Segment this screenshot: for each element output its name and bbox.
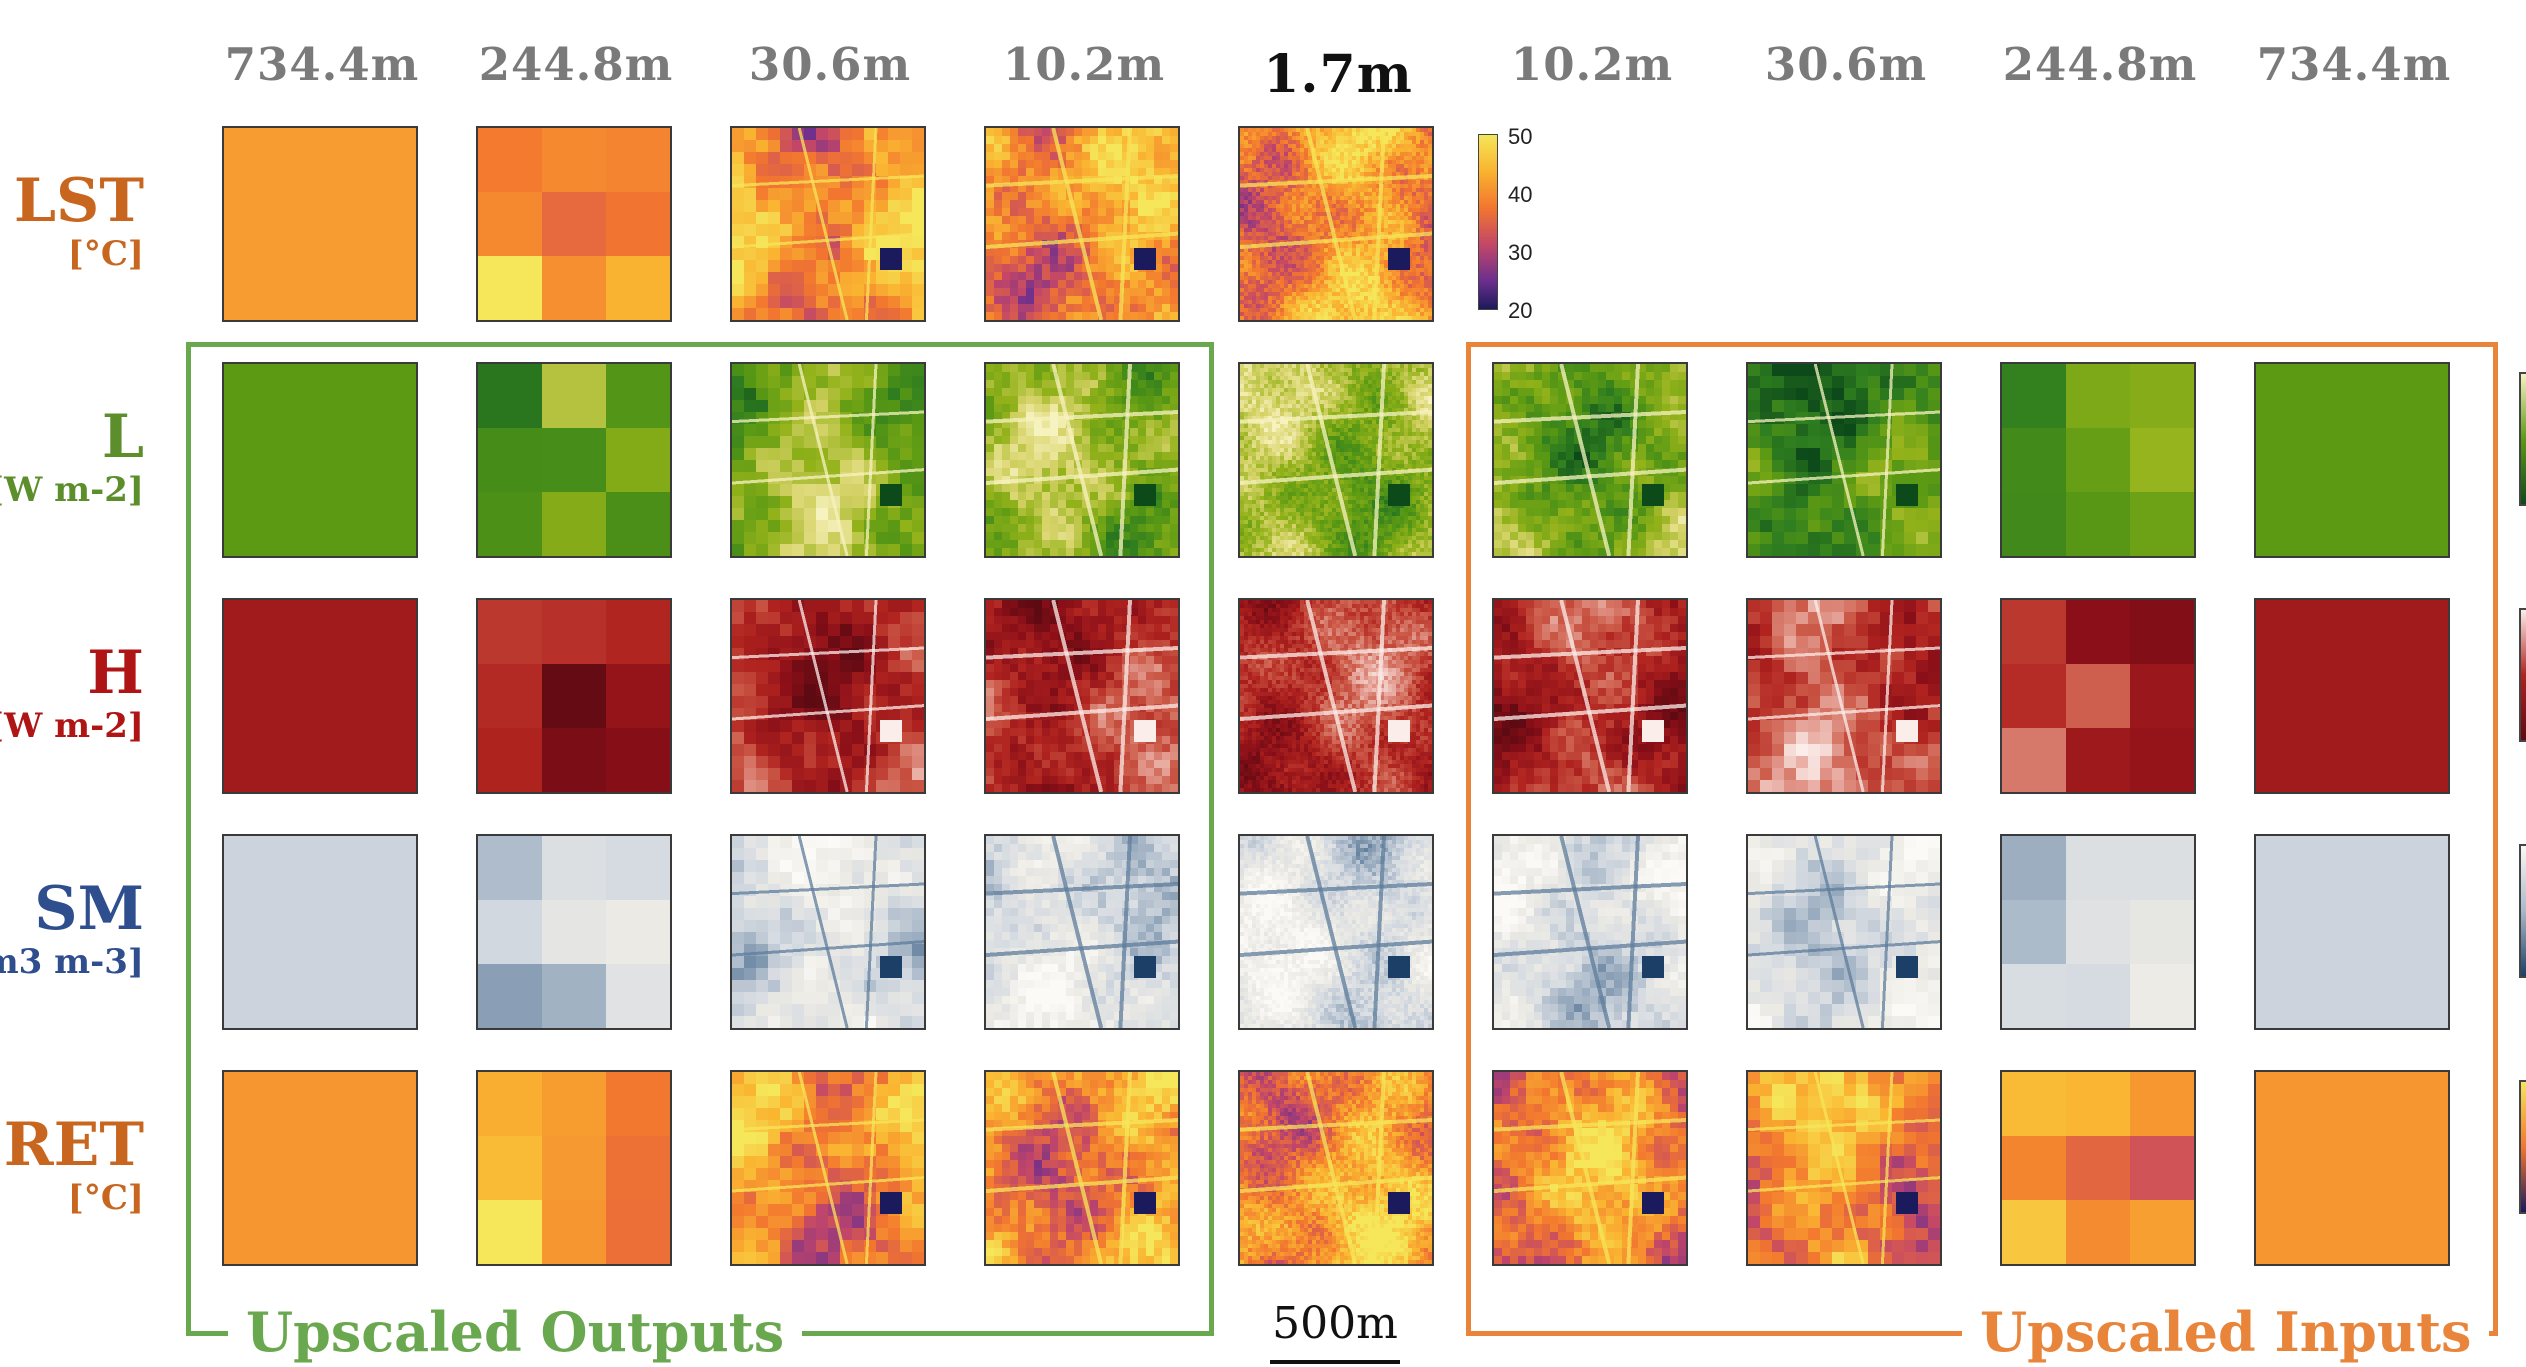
- colorbar-tick: 40: [1508, 182, 1533, 207]
- row-unit: [W m-2]: [0, 706, 144, 746]
- map-tile-sm-10.2m: [984, 834, 1180, 1030]
- map-tile-ret-10.2m: [984, 1070, 1180, 1266]
- lst-colorbar: [1478, 134, 1498, 310]
- map-tile-sm-30.6m: [730, 834, 926, 1030]
- map-tile-ret-30.6m: [1746, 1070, 1942, 1266]
- column-header-734m-inputs: 734.4m: [2256, 38, 2452, 91]
- map-tile-h-734.4m: [222, 598, 418, 794]
- colorbar-tick: 30: [1508, 240, 1533, 265]
- map-tile-lst-10.2m: [984, 126, 1180, 322]
- map-tile-sm-10.2m: [1492, 834, 1688, 1030]
- map-tile-l-10.2m: [1492, 362, 1688, 558]
- column-header-10m-outputs: 10.2m: [1002, 38, 1166, 91]
- map-tile-sm-734.4m: [2254, 834, 2450, 1030]
- map-tile-h-1.7m: [1238, 598, 1434, 794]
- map-tile-l-30.6m: [730, 362, 926, 558]
- column-header-244m-inputs: 244.8m: [2002, 38, 2198, 91]
- row-name: SM: [34, 874, 144, 944]
- map-tile-ret-734.4m: [222, 1070, 418, 1266]
- upscaled-outputs-title: Upscaled Outputs: [228, 1300, 803, 1364]
- row-label-h: H [W m-2]: [0, 640, 144, 746]
- row-unit: [W m-2]: [0, 470, 144, 510]
- map-tile-l-244.8m: [2000, 362, 2196, 558]
- h-colorbar-edge: [2519, 608, 2526, 742]
- l-colorbar-edge: [2519, 372, 2526, 506]
- map-tile-h-734.4m: [2254, 598, 2450, 794]
- column-header-734m-outputs: 734.4m: [224, 38, 420, 91]
- map-tile-l-10.2m: [984, 362, 1180, 558]
- map-tile-sm-244.8m: [2000, 834, 2196, 1030]
- column-header-native: 1.7m: [1263, 44, 1413, 105]
- column-header-244m-outputs: 244.8m: [478, 38, 674, 91]
- map-tile-sm-244.8m: [476, 834, 672, 1030]
- map-tile-sm-734.4m: [222, 834, 418, 1030]
- row-unit: [°C]: [67, 1178, 144, 1218]
- map-tile-ret-244.8m: [476, 1070, 672, 1266]
- row-label-lst: LST [°C]: [14, 168, 144, 274]
- row-name: H: [87, 638, 144, 708]
- row-name: L: [101, 402, 144, 472]
- row-name: RET: [3, 1110, 144, 1180]
- map-tile-ret-244.8m: [2000, 1070, 2196, 1266]
- column-header-30m-outputs: 30.6m: [748, 38, 912, 91]
- map-tile-lst-734.4m: [222, 126, 418, 322]
- map-tile-h-10.2m: [1492, 598, 1688, 794]
- colorbar-tick: 50: [1508, 124, 1533, 149]
- upscaled-inputs-title: Upscaled Inputs: [1962, 1300, 2490, 1364]
- map-tile-lst-1.7m: [1238, 126, 1434, 322]
- row-unit: [m3 m-3]: [0, 942, 144, 982]
- colorbar-tick: 20: [1508, 298, 1533, 323]
- map-tile-l-244.8m: [476, 362, 672, 558]
- scale-bar: [1270, 1360, 1400, 1364]
- row-name: LST: [13, 166, 144, 236]
- row-label-sm: SM [m3 m-3]: [0, 876, 144, 982]
- map-tile-ret-10.2m: [1492, 1070, 1688, 1266]
- sm-colorbar-edge: [2519, 844, 2526, 978]
- map-tile-ret-1.7m: [1238, 1070, 1434, 1266]
- map-tile-l-734.4m: [222, 362, 418, 558]
- column-header-10m-inputs: 10.2m: [1510, 38, 1674, 91]
- map-tile-sm-1.7m: [1238, 834, 1434, 1030]
- column-header-30m-inputs: 30.6m: [1764, 38, 1928, 91]
- map-tile-h-30.6m: [730, 598, 926, 794]
- ret-colorbar-edge: [2519, 1080, 2526, 1214]
- map-tile-lst-244.8m: [476, 126, 672, 322]
- map-tile-l-734.4m: [2254, 362, 2450, 558]
- map-tile-ret-30.6m: [730, 1070, 926, 1266]
- map-tile-sm-30.6m: [1746, 834, 1942, 1030]
- map-tile-h-30.6m: [1746, 598, 1942, 794]
- map-tile-lst-30.6m: [730, 126, 926, 322]
- map-tile-h-10.2m: [984, 598, 1180, 794]
- scale-bar-label: 500m: [1272, 1298, 1398, 1349]
- row-label-ret: RET [°C]: [4, 1112, 144, 1218]
- map-tile-ret-734.4m: [2254, 1070, 2450, 1266]
- map-tile-h-244.8m: [2000, 598, 2196, 794]
- map-tile-l-1.7m: [1238, 362, 1434, 558]
- row-unit: [°C]: [67, 234, 144, 274]
- row-label-l: L [W m-2]: [0, 404, 144, 510]
- map-tile-l-30.6m: [1746, 362, 1942, 558]
- map-tile-h-244.8m: [476, 598, 672, 794]
